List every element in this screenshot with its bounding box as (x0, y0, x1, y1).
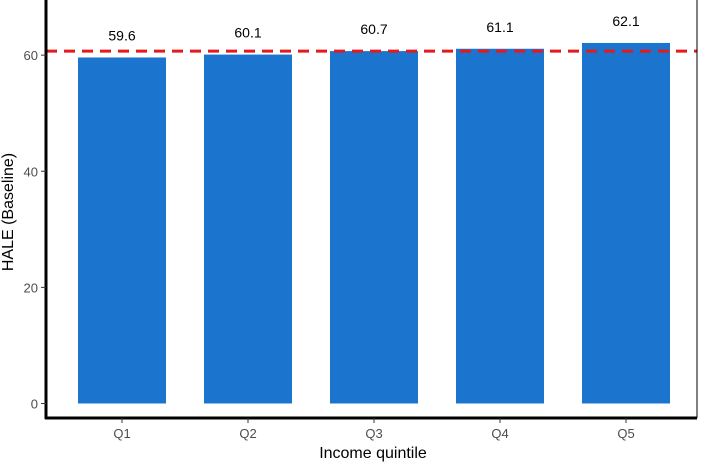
x-tick-label: Q1 (113, 426, 130, 441)
x-tick-label: Q5 (617, 426, 634, 441)
y-tick-label: 60 (24, 48, 38, 63)
data-label-q1: 59.6 (108, 27, 135, 43)
data-label-q2: 60.1 (234, 25, 261, 41)
data-label-q5: 62.1 (612, 13, 639, 29)
bar-q3 (330, 51, 418, 404)
bar-q2 (204, 54, 292, 404)
x-axis-title: Income quintile (319, 445, 427, 462)
x-tick-label: Q3 (365, 426, 382, 441)
bar-q5 (582, 42, 670, 404)
bar-q1 (78, 57, 166, 404)
x-tick-label: Q4 (491, 426, 508, 441)
y-axis-title: HALE (Baseline) (0, 153, 17, 271)
y-tick-label: 0 (31, 396, 38, 411)
x-tick-label: Q2 (239, 426, 256, 441)
y-tick-label: 40 (24, 164, 38, 179)
y-tick-label: 20 (24, 280, 38, 295)
data-label-q3: 60.7 (360, 21, 387, 37)
data-label-q4: 61.1 (486, 19, 513, 35)
bar-q4 (456, 48, 544, 404)
